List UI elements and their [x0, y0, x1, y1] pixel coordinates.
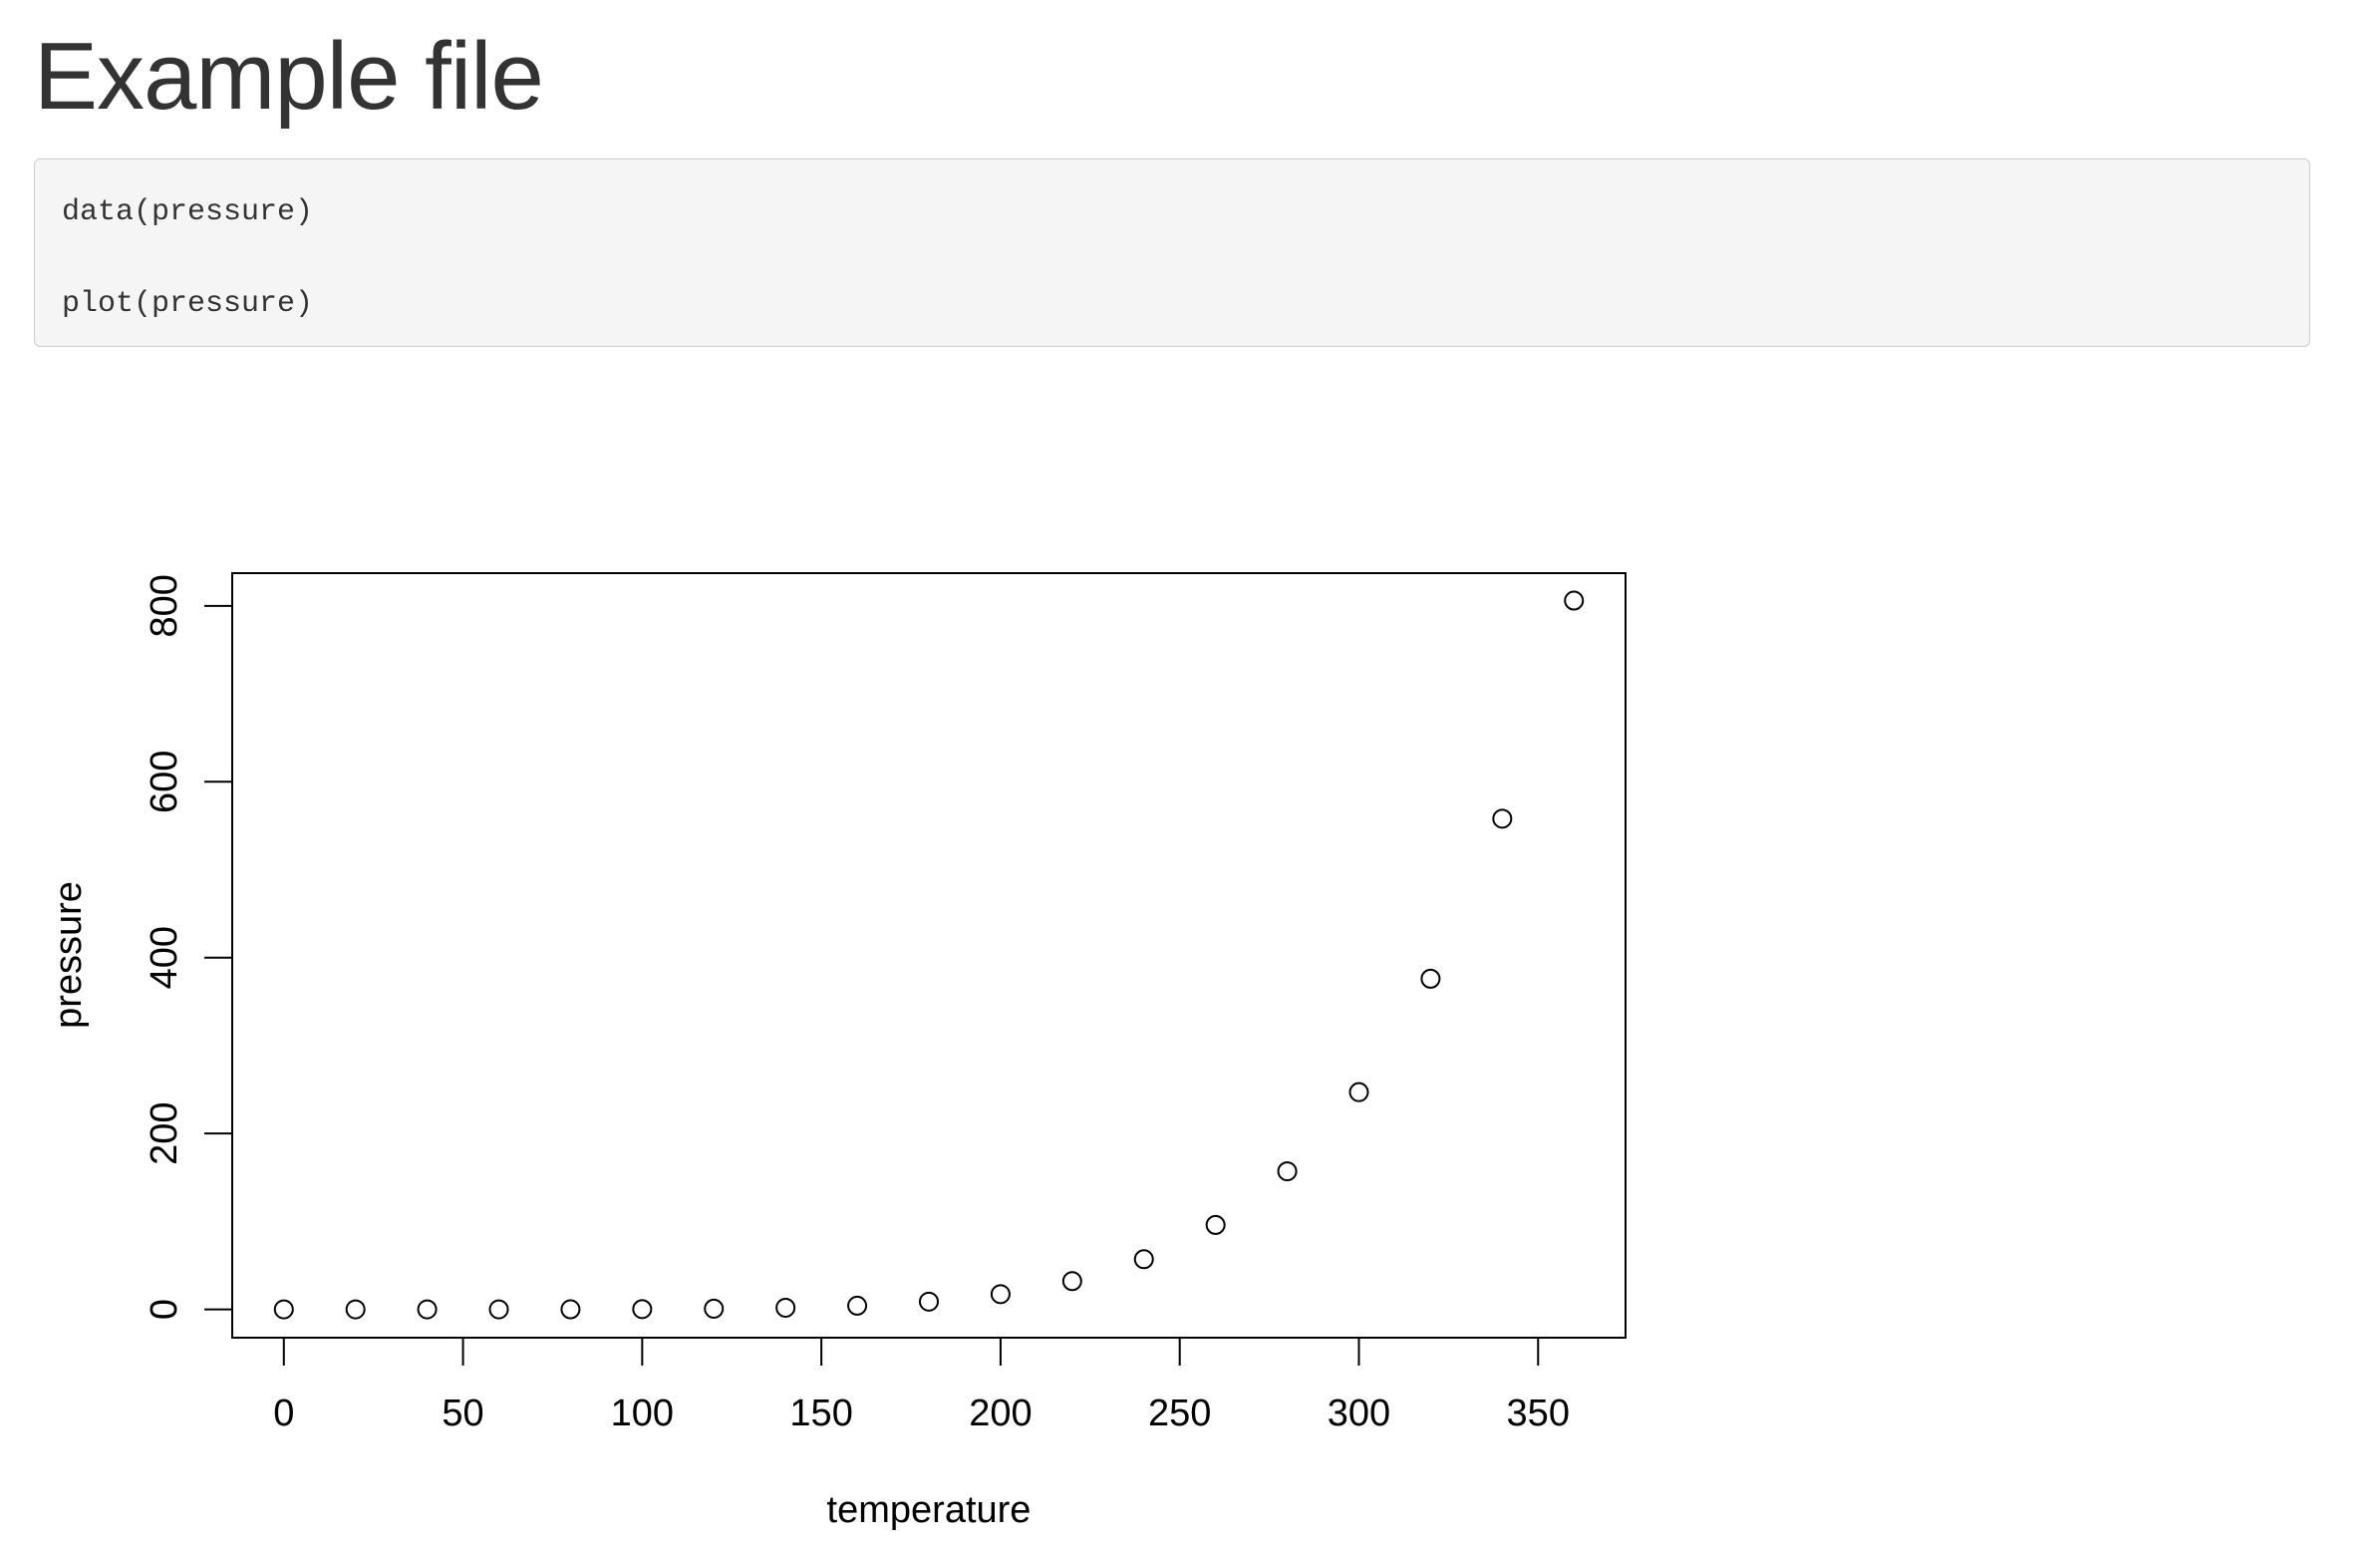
plot-frame: [231, 572, 1627, 1339]
data-point: [632, 1299, 653, 1320]
data-point: [919, 1291, 939, 1312]
code-block: data(pressure) plot(pressure): [34, 158, 2310, 347]
data-point: [1348, 1082, 1369, 1102]
data-point: [1564, 590, 1585, 611]
y-axis-title: pressure: [48, 881, 90, 1029]
x-tick-label: 100: [611, 1393, 674, 1434]
y-tick-label: 0: [144, 1299, 185, 1320]
data-point: [273, 1299, 294, 1320]
data-point: [1061, 1271, 1082, 1292]
data-point: [704, 1298, 725, 1319]
y-tick-label: 200: [144, 1101, 185, 1164]
x-tick-label: 350: [1507, 1393, 1570, 1434]
data-point: [1492, 808, 1513, 829]
data-point: [1205, 1214, 1226, 1235]
x-tick-label: 200: [969, 1393, 1032, 1434]
x-tick-label: 50: [442, 1393, 483, 1434]
y-axis: 0 200 400 600 800: [144, 574, 233, 1320]
x-tick-label: 0: [273, 1393, 294, 1434]
y-tick-label: 600: [144, 751, 185, 813]
data-point: [417, 1299, 438, 1320]
data-point: [1420, 968, 1441, 989]
y-tick-label: 400: [144, 926, 185, 989]
data-point: [847, 1295, 868, 1316]
data-point: [1133, 1249, 1154, 1270]
x-tick-label: 150: [789, 1393, 852, 1434]
page-title: Example file: [34, 23, 544, 130]
x-tick-label: 300: [1328, 1393, 1390, 1434]
data-point: [990, 1284, 1011, 1305]
data-point: [488, 1299, 509, 1320]
x-axis-title: temperature: [827, 1489, 1032, 1531]
x-axis: 0 50 100 150 200 250 300 350: [273, 1337, 1570, 1434]
data-points: [273, 590, 1585, 1320]
data-point: [1277, 1161, 1298, 1182]
code-line: data(pressure): [62, 195, 314, 229]
data-point: [775, 1297, 796, 1318]
data-point: [560, 1299, 581, 1320]
y-tick-label: 800: [144, 574, 185, 637]
data-point: [345, 1299, 366, 1320]
code-line: plot(pressure): [62, 287, 314, 321]
x-tick-label: 250: [1148, 1393, 1211, 1434]
